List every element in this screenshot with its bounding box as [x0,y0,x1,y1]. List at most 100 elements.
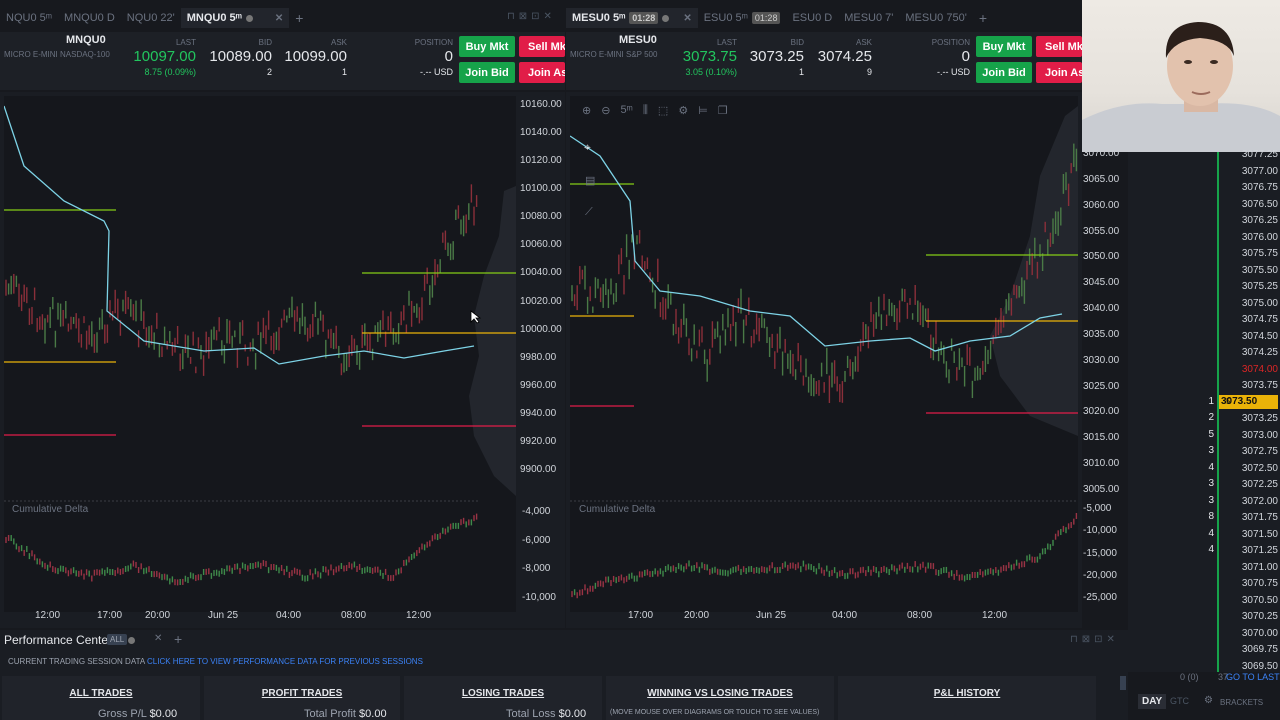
ladder-row[interactable]: 3072.25 3 [1128,477,1280,493]
card-title[interactable]: WINNING VS LOSING TRADES [647,688,793,699]
selection-icon[interactable]: ⬚ [657,105,669,117]
tab-nqu0-5m[interactable]: NQU0 5ᵐ [0,8,58,28]
ladder-row[interactable]: 3073.75 [1128,378,1280,394]
scrollbar[interactable] [1120,676,1126,690]
position-pnl: -.-- USD [420,67,453,77]
close-icon[interactable]: ✕ [274,12,284,24]
ladder-row[interactable]: 3074.25 [1128,345,1280,361]
note-icon[interactable]: ▤ [585,175,596,187]
close-icon[interactable]: ✕ [154,633,163,644]
ladder-row[interactable]: 3070.25 [1128,609,1280,625]
card-title[interactable]: LOSING TRADES [461,688,545,699]
buy-market-button[interactable]: Buy Mkt [459,36,515,57]
webcam-overlay [1082,0,1280,152]
tab-nqu0-22[interactable]: NQU0 22' [121,8,181,28]
gear-icon[interactable]: ⚙ [1204,695,1213,706]
card-value: Total Loss $0.00 [506,708,586,720]
ladder-row[interactable]: 3074.00 [1128,362,1280,378]
ladder-row[interactable]: 3074.75 [1128,312,1280,328]
ladder-row[interactable]: 3069.75 [1128,642,1280,658]
previous-sessions-link[interactable]: CLICK HERE TO VIEW PERFORMANCE DATA FOR … [147,657,423,666]
card-title[interactable]: ALL TRADES [69,688,133,699]
axis-tick-label: 10120.00 [520,155,562,167]
ladder-row[interactable]: 3073.00 5 [1128,428,1280,444]
status-dot-icon [245,14,253,22]
zoom-out-icon[interactable]: ⊖ [601,105,611,117]
axis-tick-label: 3060.00 [1083,199,1120,211]
ladder-price: 3069.75 [1241,644,1278,655]
go-to-last-link[interactable]: GO TO LAST [1226,672,1280,682]
sell-market-button[interactable]: Sell Mkt [519,36,565,57]
ladder-row[interactable]: 3073.50 5 1 [1128,394,1280,411]
tif-day-button[interactable]: DAY [1138,694,1167,709]
value-label: Total Loss [506,708,556,720]
ladder-row[interactable]: 3076.50 [1128,197,1280,213]
card-title[interactable]: PROFIT TRADES [261,688,343,699]
ladder-row[interactable]: 3071.25 4 [1128,543,1280,559]
tab-mesu0-750[interactable]: MESU0 750' [899,8,972,28]
position-label: POSITION [414,38,453,47]
tab-esu0-5m[interactable]: ESU0 5ᵐ 01:28 [698,8,787,28]
tif-gtc-button[interactable]: GTC [1170,696,1189,706]
ladder-bid-size: 1 [1208,395,1214,407]
crosshair-icon[interactable]: ⌖ [584,140,591,154]
gear-icon[interactable]: ⚙ [678,105,689,117]
add-tab-icon[interactable]: + [978,10,987,26]
ladder-row[interactable]: 3075.25 [1128,279,1280,295]
join-ask-button[interactable]: Join Ask [519,62,565,83]
ladder-row[interactable]: 3072.75 3 [1128,444,1280,460]
timeframe-button[interactable]: 5ᵐ [620,104,633,116]
left-chart-area[interactable] [4,96,516,612]
ladder-row[interactable]: 3071.00 [1128,560,1280,576]
ladder-row[interactable]: 3075.75 [1128,246,1280,262]
bid-label: BID [790,38,804,47]
ladder-row[interactable]: 3069.50 [1128,659,1280,675]
indicators-icon[interactable]: ⊨ [698,105,708,117]
tab-mnqu0-d[interactable]: MNQU0 D [58,8,121,28]
add-tab-icon[interactable]: + [295,10,304,26]
right-chart-area[interactable] [570,96,1078,612]
ladder-row[interactable]: 3071.50 4 [1128,527,1280,543]
performance-center: Performance Center ALL ✕ + ⊓⊠⊡✕ CURRENT … [0,630,1128,720]
ladder-row[interactable]: 3075.50 [1128,263,1280,279]
ladder-row[interactable]: 3074.50 [1128,329,1280,345]
tab-esu0-d[interactable]: ESU0 D [786,8,838,28]
ladder-price: 3073.00 [1241,429,1278,441]
ladder-row[interactable]: 3076.75 [1128,180,1280,196]
candle-type-icon[interactable]: ⫼ [642,104,648,116]
bid-size: 1 [798,67,804,77]
losing-trades-card: LOSING TRADES Total Loss $0.00 [404,676,602,720]
join-ask-button[interactable]: Join Ask [1036,62,1082,83]
ladder-row[interactable]: 3076.25 [1128,213,1280,229]
ladder-row[interactable]: 3072.00 3 [1128,494,1280,510]
zoom-in-icon[interactable]: ⊕ [582,105,592,117]
tab-mesu0-5m[interactable]: MESU0 5ᵐ 01:28 ✕ [566,8,698,28]
ladder-row[interactable]: 3070.75 [1128,576,1280,592]
ladder-row[interactable]: 3070.00 [1128,626,1280,642]
buy-market-button[interactable]: Buy Mkt [976,36,1032,57]
tab-mesu0-7[interactable]: MESU0 7' [838,8,899,28]
left-chart-panel: Cumulative Delta 10160.00 10140.00 10120.0… [0,92,565,628]
close-icon[interactable]: ✕ [683,12,692,24]
ladder-row[interactable]: 3072.50 4 [1128,461,1280,477]
brackets-button[interactable]: BRACKETS [1220,698,1264,707]
ladder-row[interactable]: 3071.75 8 [1128,510,1280,526]
card-title[interactable]: P&L HISTORY [933,688,1001,699]
ladder-row[interactable]: 3077.25 [1128,147,1280,163]
ladder-row[interactable]: 3077.00 [1128,164,1280,180]
window-controls-icon[interactable]: ⊓⊠⊡✕ [507,11,556,22]
ladder-row[interactable]: 3076.00 [1128,230,1280,246]
join-bid-button[interactable]: Join Bid [976,62,1032,83]
draw-line-icon[interactable]: ⟋ [585,206,593,218]
ladder-row[interactable]: 3070.50 [1128,593,1280,609]
window-controls-icon[interactable]: ⊓⊠⊡✕ [1070,634,1119,645]
layers-icon[interactable]: ❐ [717,105,728,117]
tab-mnqu0-5m[interactable]: MNQU0 5ᵐ ✕ [180,8,290,28]
axis-tick-label: -20,000 [1083,569,1117,581]
ladder-row[interactable]: 3075.00 [1128,296,1280,312]
add-tab-icon[interactable]: + [174,631,183,647]
sell-market-button[interactable]: Sell Mkt [1036,36,1082,57]
ladder-row[interactable]: 3073.25 2 [1128,411,1280,427]
join-bid-button[interactable]: Join Bid [459,62,515,83]
